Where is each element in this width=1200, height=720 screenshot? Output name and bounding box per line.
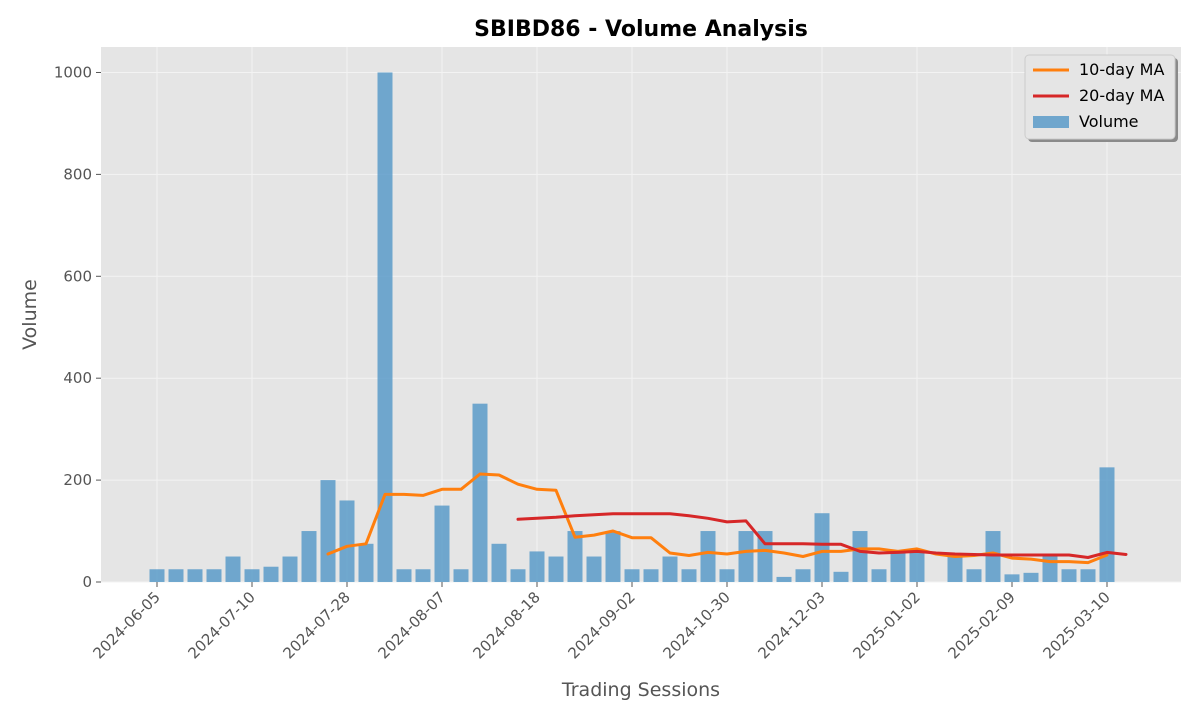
x-tick-label: 2024-09-02 <box>564 588 638 662</box>
volume-bar <box>700 531 716 582</box>
volume-bar <box>472 403 488 582</box>
volume-bar <box>548 556 564 582</box>
volume-bar <box>947 556 963 582</box>
x-tick-label: 2024-06-05 <box>89 588 163 662</box>
y-axis-title: Volume <box>19 279 41 350</box>
volume-bar <box>833 571 849 582</box>
x-axis-title: Trading Sessions <box>561 679 720 701</box>
x-tick-label: 2024-12-03 <box>754 588 828 662</box>
volume-bar <box>187 569 203 582</box>
volume-bar <box>586 556 602 582</box>
volume-bar <box>909 551 925 582</box>
volume-bar <box>358 543 374 582</box>
volume-bar <box>1042 553 1058 582</box>
volume-bar <box>415 569 431 582</box>
volume-bar <box>662 556 678 582</box>
legend-label: 20-day MA <box>1079 86 1164 105</box>
volume-bar <box>890 551 906 582</box>
volume-bar <box>1023 572 1039 582</box>
volume-bar <box>206 569 222 582</box>
y-tick-label: 800 <box>63 165 92 183</box>
volume-bar <box>966 569 982 582</box>
y-tick-label: 200 <box>63 471 92 489</box>
y-tick-label: 400 <box>63 369 92 387</box>
volume-bar <box>1004 574 1020 582</box>
volume-bar <box>320 480 336 582</box>
x-tick-label: 2024-07-28 <box>279 588 353 662</box>
x-tick-label: 2025-02-09 <box>944 588 1018 662</box>
volume-bar <box>624 569 640 582</box>
volume-bar <box>377 72 393 582</box>
ma-line-20-day-ma <box>516 512 1128 559</box>
volume-bar <box>985 531 1001 582</box>
legend-label: 10-day MA <box>1079 60 1164 79</box>
volume-bar <box>567 531 583 582</box>
volume-bar <box>795 569 811 582</box>
x-tick-label: 2025-03-10 <box>1039 588 1113 662</box>
volume-bar <box>491 543 507 582</box>
volume-bar <box>1099 467 1115 582</box>
x-tick-label: 2025-01-02 <box>849 588 923 662</box>
legend-swatch <box>1033 116 1069 128</box>
grid <box>101 47 1181 583</box>
x-tick-label: 2024-08-07 <box>374 588 448 662</box>
volume-bar <box>529 551 545 582</box>
volume-bar <box>168 569 184 582</box>
y-tick-label: 600 <box>63 267 92 285</box>
volume-bar <box>814 513 830 582</box>
x-tick-label: 2024-07-10 <box>184 588 258 662</box>
volume-bar <box>282 556 298 582</box>
volume-bar <box>643 569 659 582</box>
y-tick-label: 1000 <box>54 63 92 81</box>
volume-bar <box>434 505 450 582</box>
volume-bar <box>263 566 279 582</box>
volume-bar <box>605 531 621 582</box>
volume-bar <box>738 531 754 582</box>
volume-bar <box>301 531 317 582</box>
volume-bar <box>1061 569 1077 582</box>
plot-background <box>101 47 1181 582</box>
volume-bar <box>149 569 165 582</box>
volume-bar <box>1080 569 1096 582</box>
volume-bar <box>244 569 260 582</box>
volume-bar <box>719 569 735 582</box>
x-tick-label: 2024-10-30 <box>659 588 733 662</box>
volume-bar <box>453 569 469 582</box>
moving-average-lines <box>326 472 1128 565</box>
x-tick-label: 2024-08-18 <box>469 588 543 662</box>
volume-bar <box>510 569 526 582</box>
legend-label: Volume <box>1079 112 1139 131</box>
volume-bar <box>681 569 697 582</box>
volume-bar <box>871 569 887 582</box>
chart-title: SBIBD86 - Volume Analysis <box>474 17 808 42</box>
y-tick-label: 0 <box>82 573 92 591</box>
volume-bar <box>339 500 355 582</box>
volume-bar <box>396 569 412 582</box>
volume-bar <box>852 531 868 582</box>
legend: 10-day MA 20-day MA Volume <box>1024 54 1178 142</box>
volume-bar <box>776 576 792 582</box>
volume-bar <box>225 556 241 582</box>
